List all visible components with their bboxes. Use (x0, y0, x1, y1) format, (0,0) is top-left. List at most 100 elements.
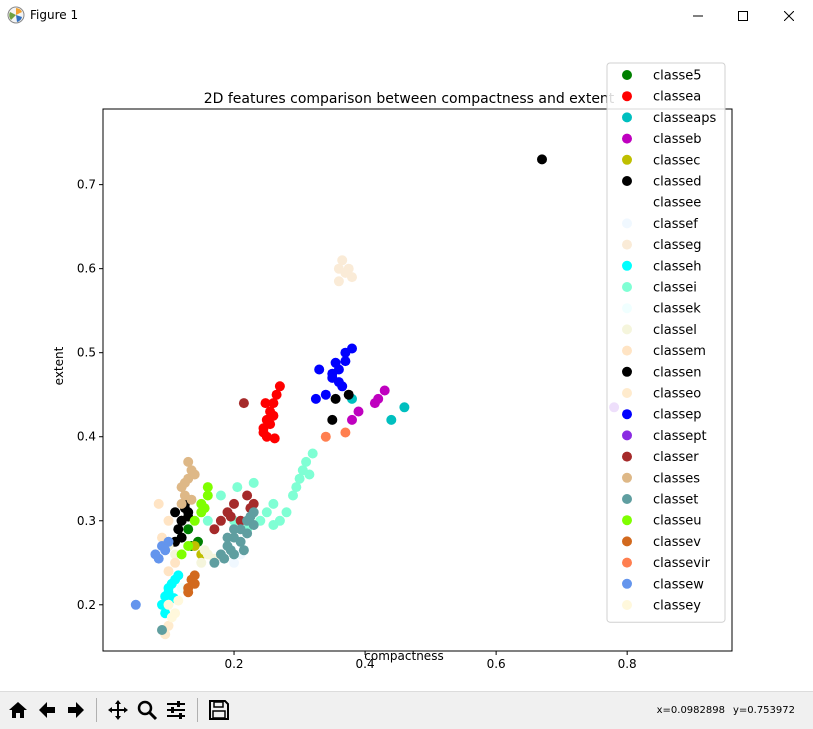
data-point-classeb-3 (379, 385, 390, 396)
data-point-classem-4 (153, 498, 164, 509)
home-icon (9, 702, 27, 718)
data-point-classeu-1 (183, 541, 194, 551)
data-point-classen-0 (176, 515, 187, 526)
cursor-coordinates: x=0.0982898 y=0.753972 (649, 705, 795, 716)
data-point-classep-10 (337, 381, 348, 392)
data-point-classeg-5 (347, 272, 357, 283)
maximize-button[interactable] (720, 0, 766, 31)
y-tick-label: 0.5 (77, 346, 96, 360)
legend-label-classeo: classeo (653, 387, 701, 402)
legend-marker-classeaps (622, 112, 632, 123)
minimize-icon (693, 15, 703, 16)
data-point-classep-8 (340, 356, 351, 367)
legend-frame (606, 62, 726, 623)
close-button[interactable] (766, 0, 812, 31)
legend-label-classeg: classeg (653, 238, 702, 253)
data-point-classet-14 (225, 545, 236, 556)
y-axis-label: extent (52, 346, 66, 385)
data-point-classevir-1 (340, 427, 351, 438)
toolbar-separator (197, 698, 198, 722)
data-point-classem-0 (163, 566, 174, 577)
data-point-classe5-3 (183, 524, 194, 535)
forward-arrow-icon (68, 702, 84, 718)
data-point-classer-5 (242, 490, 253, 501)
data-point-classei-9 (288, 490, 298, 501)
data-point-classem-1 (170, 557, 181, 568)
legend-marker-classept (622, 430, 632, 441)
data-point-classeg-3 (343, 263, 354, 274)
data-point-classed-0 (537, 154, 547, 165)
legend-label-classep: classep (653, 408, 702, 423)
pan-button[interactable] (105, 697, 131, 723)
data-point-classet-0 (209, 557, 220, 568)
legend-label-classeu: classeu (653, 514, 702, 529)
configure-subplots-icon (167, 701, 185, 719)
legend-marker-classed (622, 176, 632, 186)
data-point-classea-10 (269, 433, 280, 444)
legend-marker-classevir (622, 557, 632, 568)
y-tick-label: 0.3 (77, 514, 96, 528)
data-point-classei-6 (268, 498, 279, 509)
back-arrow-icon (39, 702, 55, 718)
legend-marker-classet (622, 494, 632, 504)
data-point-classea-4 (271, 389, 282, 400)
data-point-classew-0 (130, 599, 141, 610)
pan-icon (108, 700, 128, 720)
data-point-classep-6 (320, 389, 331, 400)
legend-label-classey: classey (653, 599, 701, 614)
points-layer (130, 154, 620, 640)
data-point-classes-6 (189, 469, 200, 480)
home-button[interactable] (5, 697, 31, 723)
figure-canvas[interactable]: 2D features comparison between compactne… (1, 31, 812, 691)
data-point-classet-15 (238, 545, 249, 556)
legend-label-classe5: classe5 (653, 69, 702, 84)
legend-label-classer: classer (653, 450, 699, 465)
legend-label-classeh: classeh (653, 259, 702, 274)
legend-marker-classec (622, 154, 632, 165)
window-title: Figure 1 (30, 8, 79, 22)
navigation-toolbar: x=0.0982898 y=0.753972 (0, 691, 813, 729)
x-tick-label: 0.4 (356, 657, 375, 671)
configure-subplots-button[interactable] (163, 697, 189, 723)
legend-marker-classek (622, 303, 632, 314)
y-coordinate-readout: y=0.753972 (732, 705, 795, 716)
axes-frame (102, 108, 733, 652)
legend-label-classes: classes (653, 471, 700, 486)
data-point-classes-4 (176, 498, 187, 509)
data-point-classer-8 (225, 511, 236, 522)
legend-label-classel: classel (653, 323, 697, 338)
data-point-classet-16 (245, 511, 256, 522)
save-button[interactable] (206, 697, 232, 723)
data-point-classevir-0 (320, 431, 331, 442)
data-point-classet-11 (248, 520, 259, 530)
legend-marker-classev (622, 536, 632, 547)
data-point-classet-13 (219, 553, 230, 564)
back-button[interactable] (34, 697, 60, 723)
legend-marker-classei (622, 282, 632, 292)
data-point-classed-2 (343, 389, 354, 400)
data-point-classed-7 (173, 524, 184, 535)
data-point-classep-7 (327, 372, 338, 383)
data-point-classer-7 (238, 398, 249, 409)
zoom-button[interactable] (134, 697, 160, 723)
data-point-classep-4 (347, 343, 357, 354)
legend-marker-classel (622, 324, 632, 335)
data-point-classel-5 (199, 545, 210, 556)
forward-button[interactable] (63, 697, 89, 723)
minimize-button[interactable] (675, 0, 721, 31)
x-coordinate-readout: x=0.0982898 (656, 705, 725, 716)
legend-label-classec: classec (653, 153, 700, 168)
data-point-classel-2 (196, 557, 207, 568)
data-point-classet-17 (157, 625, 167, 635)
toolbar-separator (96, 698, 97, 722)
data-point-classef-0 (229, 557, 239, 568)
data-point-classev-4 (189, 578, 200, 589)
data-point-classei-5 (261, 507, 272, 518)
save-icon (209, 700, 229, 720)
close-icon (784, 10, 794, 21)
data-point-classes-8 (186, 494, 197, 505)
legend-label-classept: classept (653, 429, 707, 444)
zoom-icon (137, 700, 158, 721)
data-point-classew-5 (163, 536, 174, 547)
data-point-classea-7 (268, 410, 279, 421)
